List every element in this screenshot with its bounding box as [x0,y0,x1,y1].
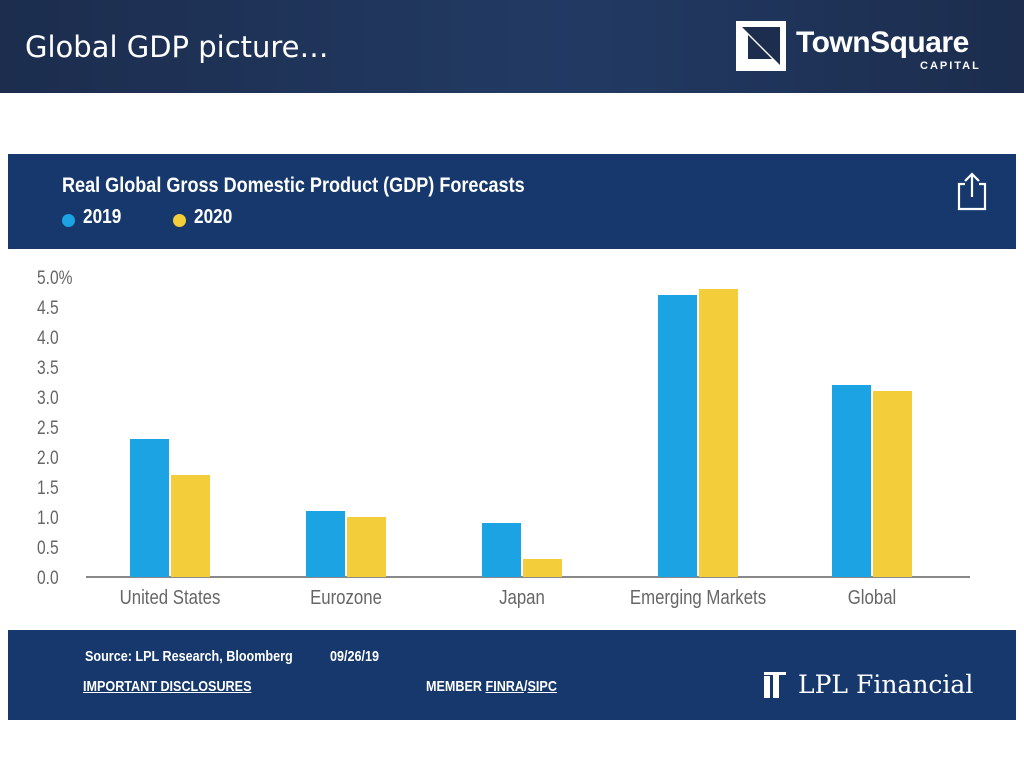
y-tick-label: 1.0 [37,507,59,529]
bar-2020-global [873,391,912,577]
x-tick-label: United States [120,586,221,609]
finra-link[interactable]: FINRA [485,678,525,695]
y-tick-label: 5.0% [37,267,72,289]
bar-2020-emerging-markets [699,289,738,577]
lpl-financial-name: LPL Financial [798,670,974,699]
y-tick-label: 1.5 [37,477,59,499]
bar-2019-united-states [130,439,169,577]
share-icon[interactable] [955,170,989,212]
chart-footer: Source: LPL Research, Bloomberg 09/26/19… [8,630,1016,720]
legend-label-2019: 2019 [83,206,122,228]
bar-2020-eurozone [347,517,386,577]
y-tick-label: 2.5 [37,417,59,439]
bar-2020-japan [523,559,562,577]
bar-2019-emerging-markets [658,295,697,577]
chart-header: Real Global Gross Domestic Product (GDP)… [8,154,1016,249]
y-tick-label: 2.0 [37,447,59,469]
y-tick-label: 4.0 [37,327,59,349]
townsquare-logo-icon [736,21,786,71]
x-tick-label: Emerging Markets [630,586,766,609]
member-separator: / [524,678,528,695]
bar-2020-united-states [171,475,210,577]
brand-subtitle: CAPITAL [920,60,981,72]
slide-title: Global GDP picture… [25,30,329,64]
member-text: MEMBER FINRA/SIPC [426,678,557,695]
bar-2019-global [832,385,871,577]
important-disclosures-link[interactable]: IMPORTANT DISCLOSURES [83,678,252,695]
legend-label-2020: 2020 [194,206,233,228]
x-tick-label: Eurozone [310,586,382,609]
member-prefix: MEMBER [426,678,483,695]
source-text: Source: LPL Research, Bloomberg [85,648,293,665]
plot-area: 0.0 0.5 1.0 1.5 2.0 2.5 3.0 3.5 4.0 4.5 5.0% United… [8,249,1016,630]
x-tick-label: Global [848,586,897,609]
y-tick-label: 0.5 [37,537,59,559]
source-date: 09/26/19 [330,648,380,665]
lpl-logo-icon [764,672,786,698]
slide-header: Global GDP picture… TownSquare CAPITAL [0,0,1024,93]
chart-panel: Real Global Gross Domestic Product (GDP)… [8,154,1016,720]
y-tick-label: 3.5 [37,357,59,379]
bar-2019-japan [482,523,521,577]
legend-swatch-2020 [173,214,186,227]
y-tick-label: 3.0 [37,387,59,409]
y-tick-label: 4.5 [37,297,59,319]
x-tick-label: Japan [499,586,545,609]
bar-chart: 0.0 0.5 1.0 1.5 2.0 2.5 3.0 3.5 4.0 4.5 5.0% United… [37,267,970,609]
y-tick-label: 0.0 [37,567,59,589]
legend-swatch-2019 [62,214,75,227]
bar-2019-eurozone [306,511,345,577]
sipc-link[interactable]: SIPC [527,678,557,695]
chart-title: Real Global Gross Domestic Product (GDP)… [62,174,525,197]
brand-name: TownSquare [796,26,969,59]
